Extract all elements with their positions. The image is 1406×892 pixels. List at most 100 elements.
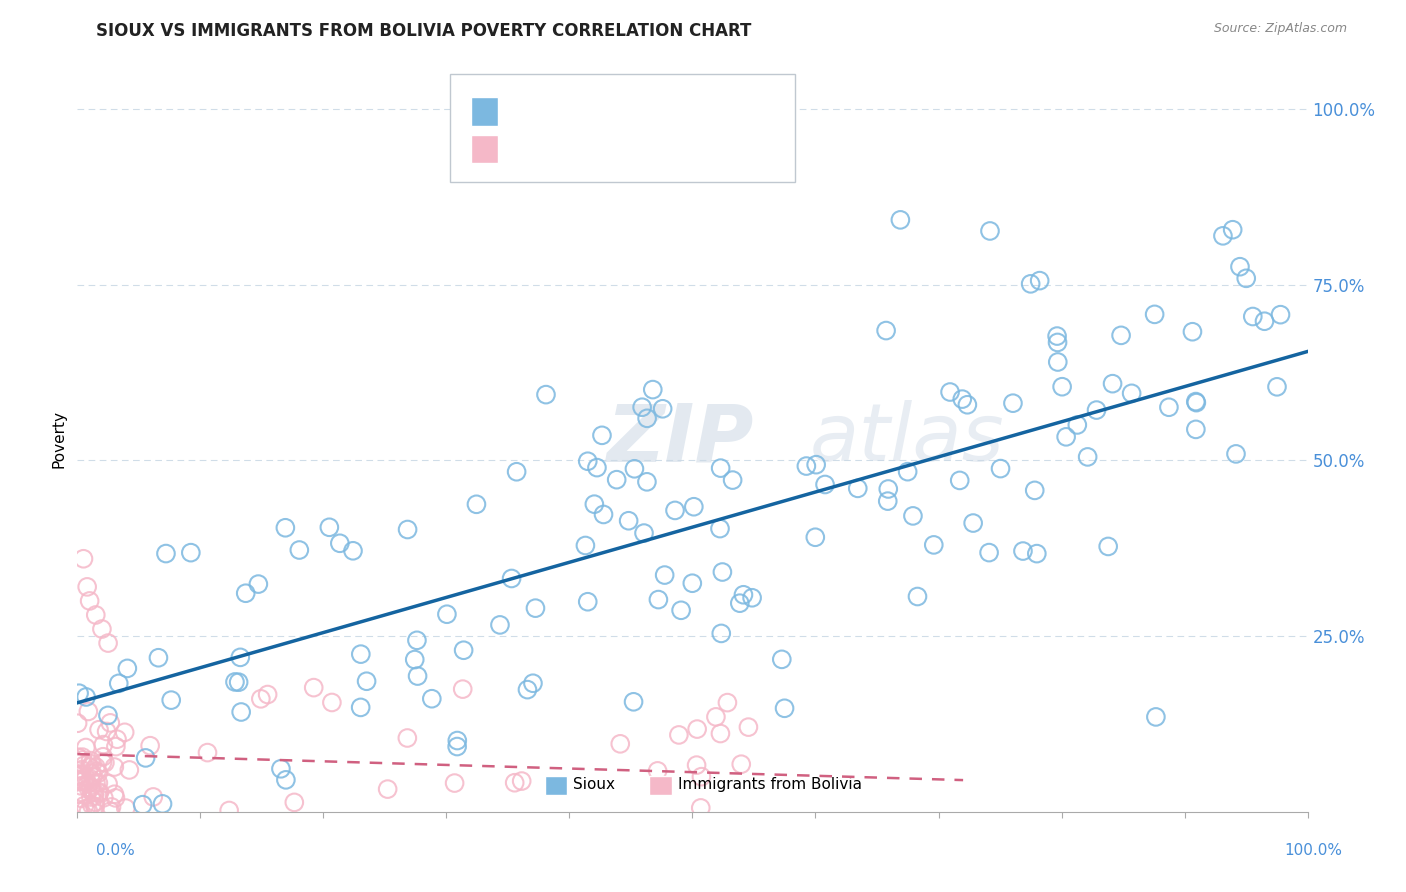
Point (73, 758, 96, 772)
Text: 0.0%: 0.0% (96, 843, 135, 858)
Point (229, 650, 252, 665)
Point (583, 497, 606, 511)
Bar (546, 776, 567, 795)
Point (876, 494, 898, 508)
Point (66, 764, 89, 778)
Point (79, 754, 101, 768)
Point (737, 720, 759, 734)
Point (302, 681, 325, 695)
Point (270, 762, 292, 776)
Point (1184, 394, 1206, 409)
Point (104, 739, 127, 754)
Point (342, 543, 364, 558)
Point (664, 503, 686, 517)
Point (148, 650, 170, 665)
Point (730, 757, 752, 772)
Point (689, 801, 711, 815)
Point (274, 772, 297, 787)
Point (97, 636, 120, 650)
Point (804, 458, 827, 472)
Point (1046, 329, 1069, 343)
Point (73, 798, 96, 813)
Point (682, 500, 704, 514)
Point (636, 475, 658, 489)
Point (591, 428, 613, 442)
Point (79, 772, 101, 786)
Point (82, 770, 104, 784)
Point (804, 530, 827, 544)
Text: atlas: atlas (810, 401, 1004, 478)
Point (406, 633, 429, 648)
Point (576, 595, 599, 609)
Point (516, 682, 538, 697)
Point (956, 398, 979, 412)
Point (84, 760, 107, 774)
Point (93, 738, 115, 752)
Point (574, 539, 596, 553)
Point (89, 785, 111, 799)
Point (80, 790, 103, 805)
Point (350, 700, 373, 714)
Point (231, 705, 253, 719)
Point (75, 802, 97, 816)
Point (84, 776, 107, 790)
Point (733, 588, 755, 602)
Point (1097, 540, 1119, 554)
Point (489, 618, 512, 632)
Point (256, 688, 278, 702)
Point (404, 652, 426, 666)
Point (1241, 310, 1264, 324)
Point (396, 731, 419, 745)
Point (98, 805, 121, 819)
Point (979, 224, 1001, 238)
Point (135, 751, 157, 765)
Point (86, 764, 108, 779)
Text: -0.051: -0.051 (557, 141, 612, 156)
Point (318, 520, 340, 534)
Text: 133: 133 (693, 104, 724, 120)
Point (647, 592, 669, 607)
Point (1185, 422, 1208, 436)
Point (505, 465, 527, 479)
Point (534, 387, 557, 401)
Point (70, 785, 93, 799)
Point (636, 411, 658, 425)
Point (72, 750, 94, 764)
Point (82, 757, 104, 772)
Point (576, 454, 599, 468)
Point (224, 675, 246, 690)
Point (152, 797, 174, 811)
Point (510, 774, 533, 789)
Point (66, 750, 89, 764)
Point (1212, 228, 1234, 243)
Point (105, 732, 128, 747)
Point (247, 577, 270, 591)
Text: N =: N = (644, 141, 672, 156)
Bar (471, 135, 498, 163)
Point (1066, 417, 1088, 432)
Point (69, 804, 91, 818)
Point (922, 538, 945, 552)
Point (609, 737, 631, 751)
Point (1025, 547, 1047, 561)
Point (1001, 396, 1024, 410)
Text: R =: R = (508, 141, 536, 156)
Point (1046, 355, 1069, 369)
Point (503, 776, 526, 790)
Point (139, 739, 162, 753)
Point (83, 789, 105, 804)
Point (75, 740, 97, 755)
Point (446, 733, 468, 747)
Point (72, 753, 94, 767)
Point (1019, 277, 1042, 291)
Point (1046, 335, 1069, 350)
Point (350, 647, 373, 661)
Point (73, 773, 96, 788)
Point (631, 401, 654, 415)
Point (1024, 483, 1046, 498)
Point (721, 473, 744, 487)
Point (77, 780, 100, 795)
Point (897, 465, 920, 479)
Point (1054, 430, 1077, 444)
Point (524, 601, 547, 615)
